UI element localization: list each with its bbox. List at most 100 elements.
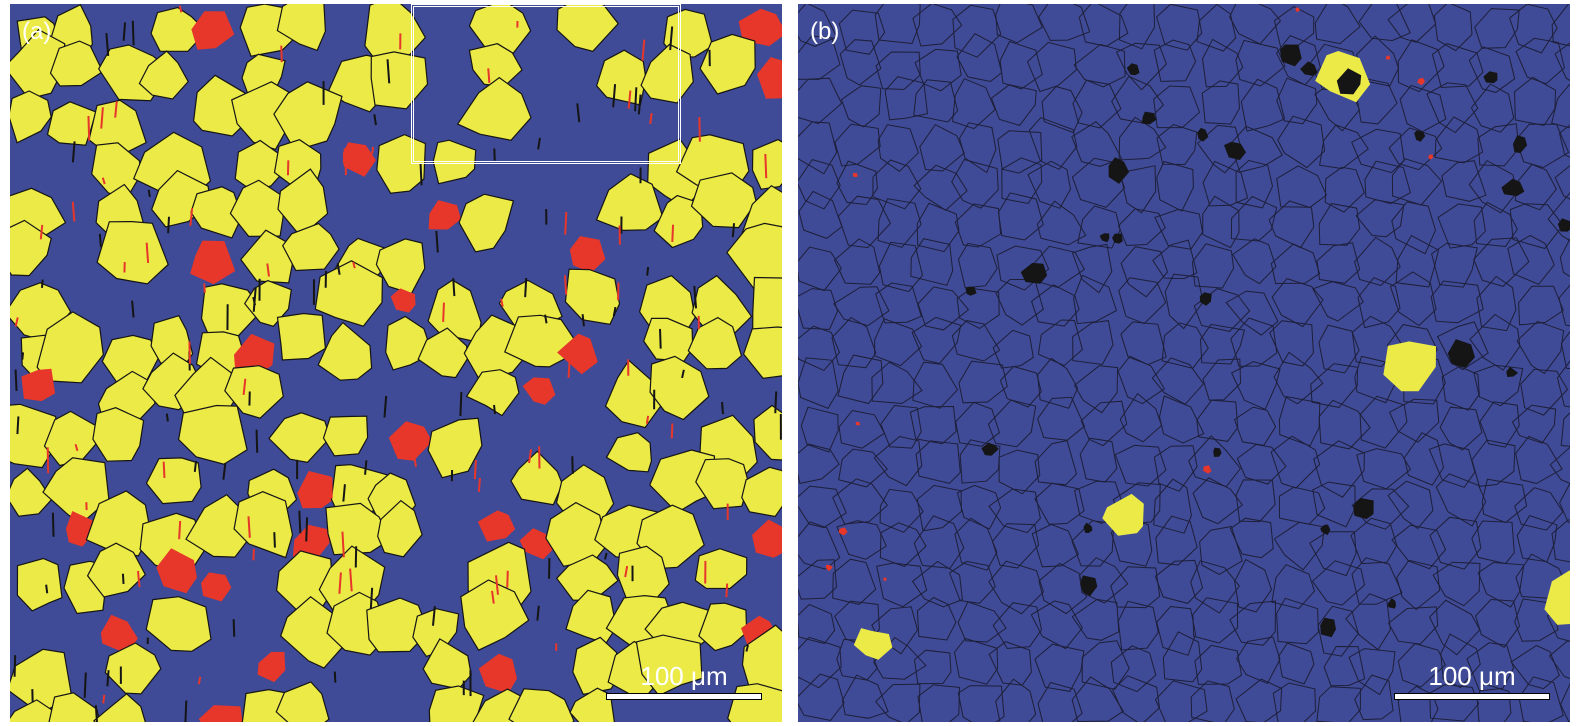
grain <box>1162 631 1203 683</box>
grain <box>243 279 292 327</box>
grain <box>798 288 839 331</box>
grain <box>1350 517 1398 565</box>
streak <box>495 575 499 595</box>
grain <box>1236 636 1281 685</box>
grain <box>1190 560 1241 614</box>
grain <box>234 333 275 376</box>
grain <box>1038 562 1088 615</box>
grain <box>1190 680 1235 722</box>
grain <box>1318 399 1371 450</box>
streak <box>386 59 391 84</box>
grain <box>1473 237 1530 287</box>
grain <box>10 90 52 144</box>
grain <box>1230 317 1278 367</box>
streak <box>671 224 675 242</box>
grain <box>1276 77 1318 125</box>
grain <box>1271 278 1324 328</box>
grain <box>988 488 1041 534</box>
streak <box>612 306 617 317</box>
streak <box>477 477 481 492</box>
grain <box>831 316 877 369</box>
grain <box>240 229 294 284</box>
grain <box>1506 366 1519 377</box>
grain <box>1387 4 1437 43</box>
grain <box>1435 473 1487 527</box>
grain <box>1277 115 1326 169</box>
streak <box>94 705 98 722</box>
streak <box>333 671 337 683</box>
grain <box>911 316 962 365</box>
grain <box>10 699 56 722</box>
grain <box>695 458 750 510</box>
streak <box>544 314 548 324</box>
grain <box>1153 39 1197 82</box>
grain <box>1520 368 1569 416</box>
grain <box>1278 642 1315 685</box>
streak <box>101 177 106 185</box>
grain <box>913 515 965 569</box>
streak <box>255 429 259 453</box>
grain <box>1439 406 1483 451</box>
grain <box>1071 243 1113 294</box>
grain <box>1280 44 1302 67</box>
grain <box>1357 277 1401 329</box>
grain <box>1225 290 1279 336</box>
streak <box>266 263 270 277</box>
grain <box>1020 262 1048 284</box>
grain <box>910 238 954 286</box>
streak <box>298 510 302 534</box>
grain <box>1152 239 1198 280</box>
grain <box>871 606 919 655</box>
streak <box>693 285 698 309</box>
streak <box>538 540 543 555</box>
grain <box>1324 166 1365 213</box>
streak <box>563 275 568 295</box>
streak <box>71 141 76 163</box>
grain <box>1199 323 1246 365</box>
streak <box>16 416 20 435</box>
grain <box>1073 43 1126 88</box>
grain <box>1037 319 1083 367</box>
grain <box>1336 68 1362 95</box>
grain <box>556 4 619 52</box>
grain <box>1156 160 1194 212</box>
grain <box>874 4 921 45</box>
grain <box>1510 644 1560 690</box>
panel-b-image <box>798 4 1570 722</box>
grain <box>1110 566 1161 609</box>
grain <box>798 190 843 239</box>
streak <box>364 460 368 475</box>
grain <box>871 361 923 405</box>
grain <box>1388 127 1443 171</box>
streak <box>131 300 135 318</box>
grain <box>912 4 963 47</box>
grain <box>838 409 886 449</box>
grain <box>605 432 653 473</box>
grain <box>742 326 782 379</box>
streak <box>189 207 194 226</box>
grain <box>1387 606 1439 645</box>
grain <box>1278 396 1321 447</box>
grain <box>798 636 842 689</box>
streak <box>349 568 353 592</box>
grain <box>1312 281 1364 322</box>
grain <box>1469 313 1521 371</box>
grain <box>1483 71 1498 84</box>
grain <box>741 624 782 696</box>
grain <box>1273 351 1324 405</box>
grain <box>1466 642 1515 692</box>
streak <box>242 378 247 395</box>
streak <box>21 352 25 360</box>
grain <box>1354 236 1401 287</box>
grain <box>1559 237 1570 278</box>
grain <box>956 287 1000 329</box>
grain <box>981 442 999 456</box>
grain <box>1112 482 1161 525</box>
grain <box>1229 600 1277 646</box>
grain <box>1199 525 1243 575</box>
streak <box>383 395 388 418</box>
grain <box>1312 481 1356 528</box>
grain <box>1473 364 1524 407</box>
grain <box>1479 401 1520 448</box>
grain <box>833 286 890 327</box>
